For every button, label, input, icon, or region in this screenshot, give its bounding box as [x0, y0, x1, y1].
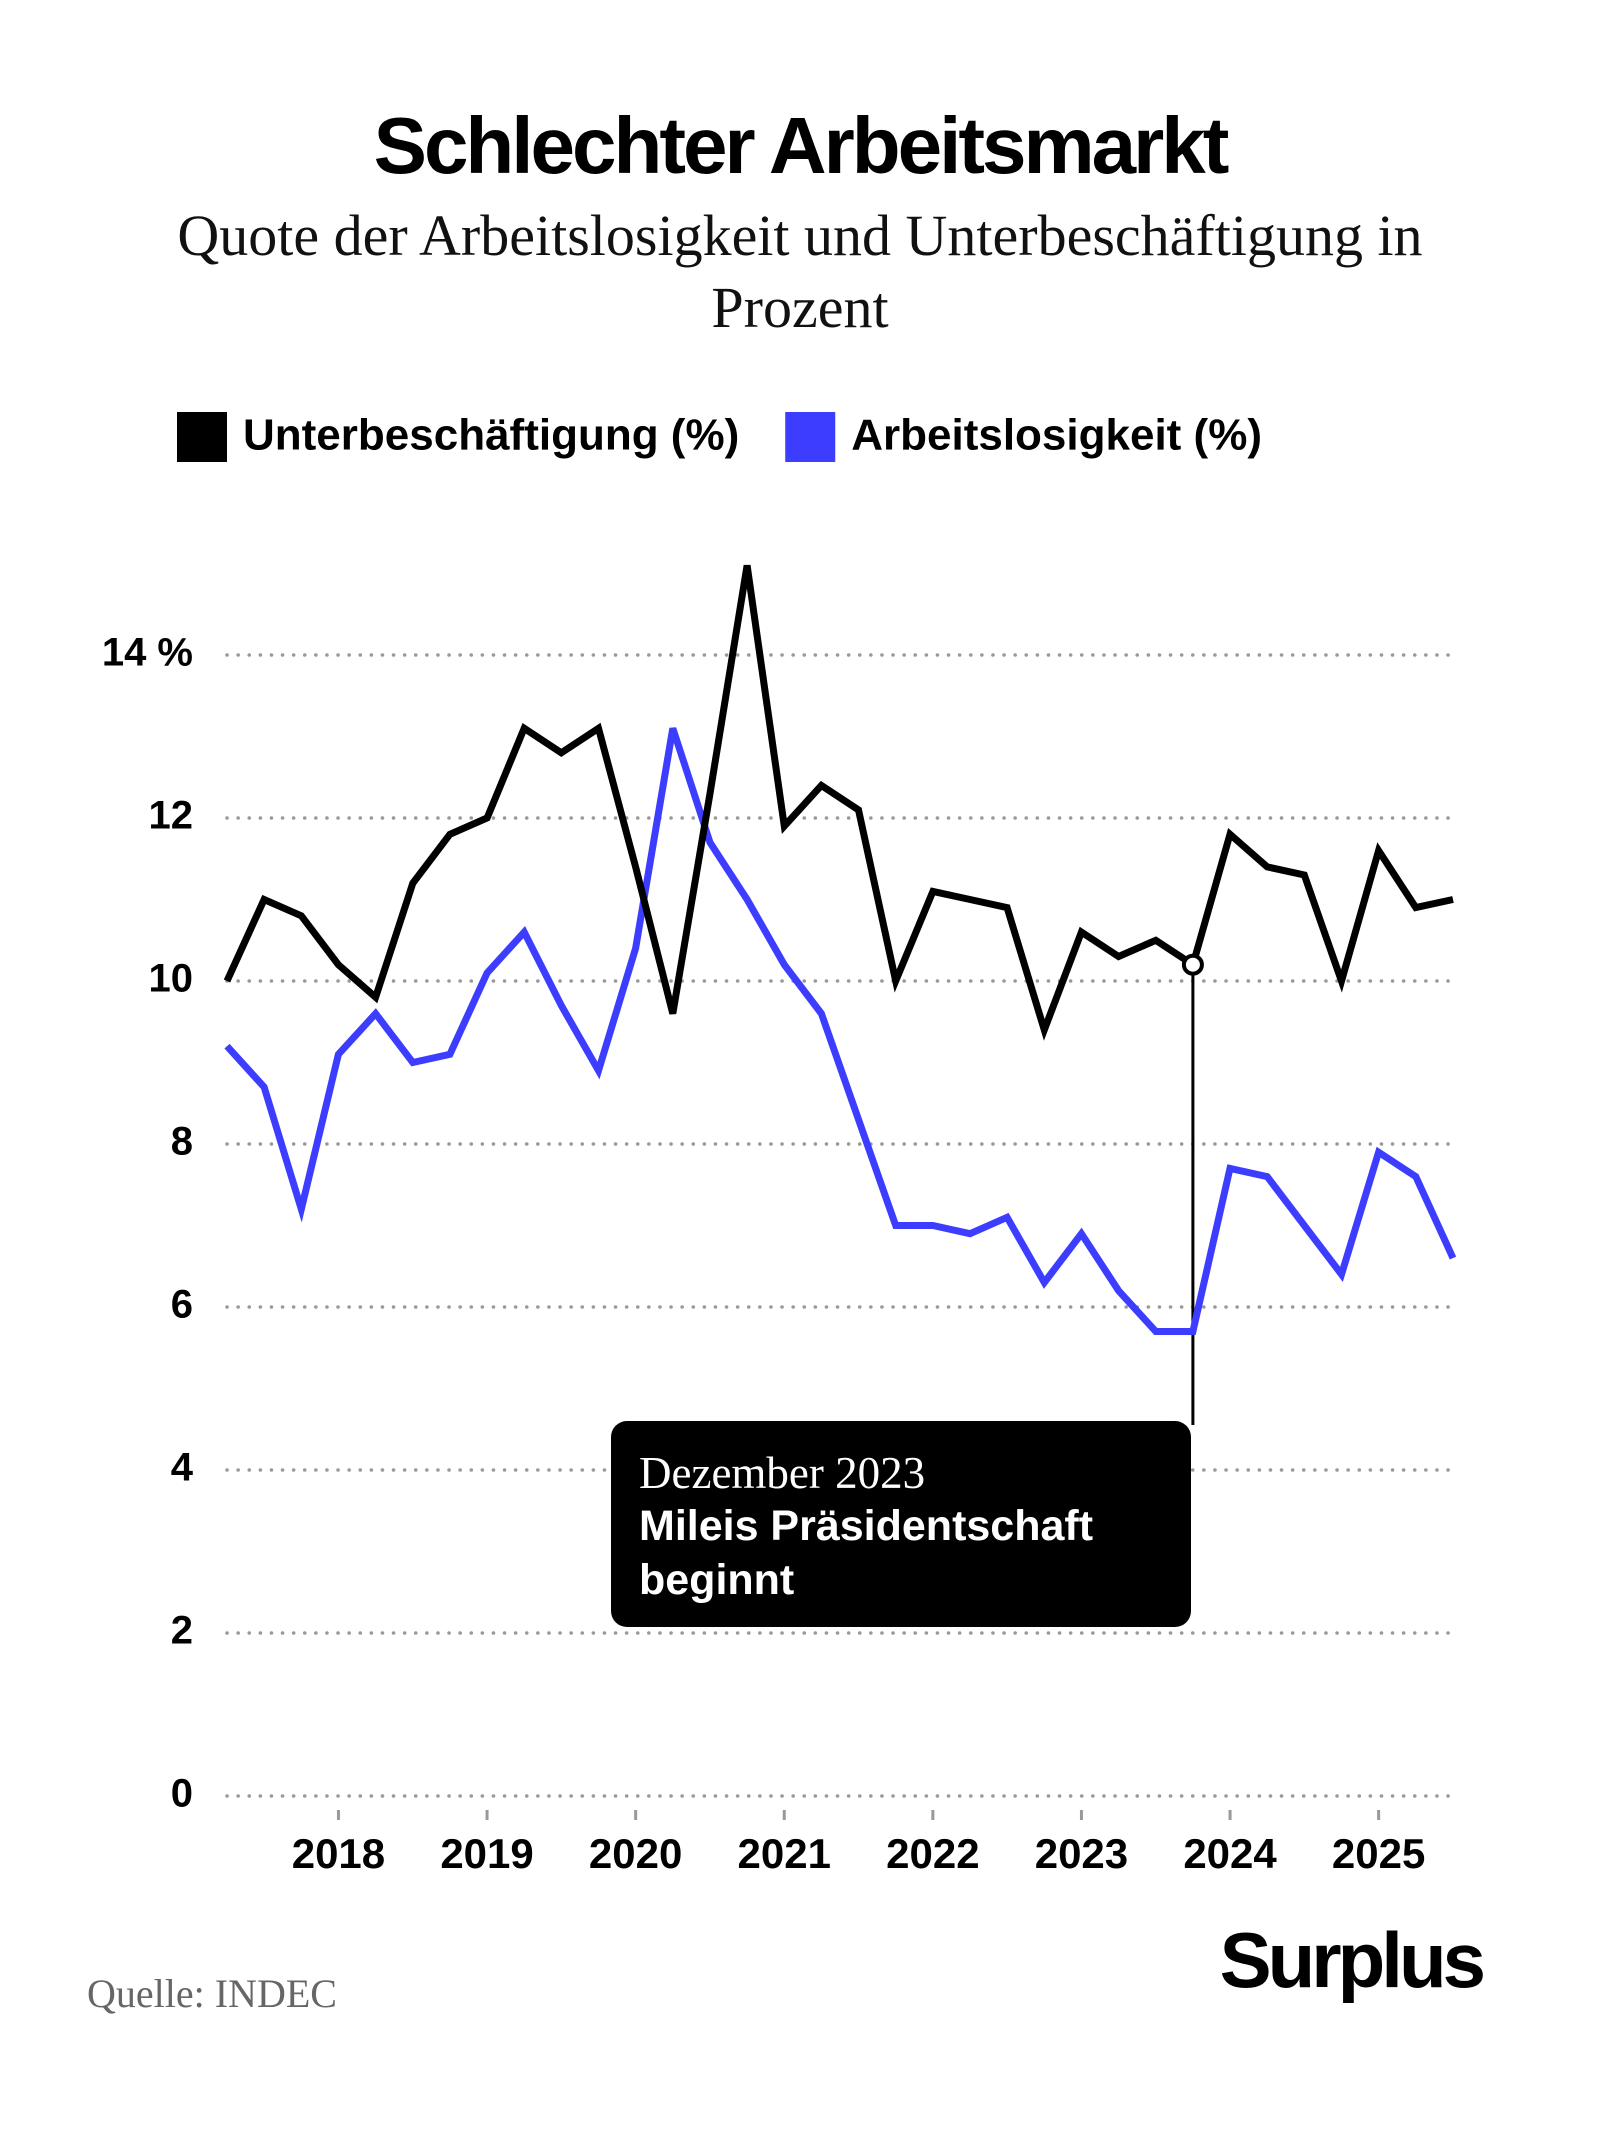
x-tick-label: 2019: [440, 1830, 533, 1877]
legend-label: Arbeitslosigkeit (%): [851, 411, 1262, 460]
x-tick-label: 2024: [1183, 1830, 1277, 1877]
series-line: [223, 564, 1454, 1041]
y-tick-label: 2: [171, 1609, 193, 1653]
y-tick-label: 10: [149, 957, 194, 1001]
series-line: [224, 727, 1457, 1335]
y-tick-label: 4: [171, 1446, 194, 1490]
y-tick-label: 6: [171, 1283, 193, 1327]
x-tick-label: 2020: [589, 1830, 682, 1877]
legend-swatch: [177, 412, 227, 462]
x-tick-label: 2018: [292, 1830, 385, 1877]
annotation-box: Dezember 2023 Mileis Präsidentschaft beg…: [611, 1421, 1191, 1627]
annotation-text: Mileis Präsidentschaft beginnt: [639, 1502, 1094, 1604]
x-tick-label: 2021: [738, 1830, 831, 1877]
annotation-point: [1181, 953, 1204, 976]
y-tick-label: 8: [171, 1120, 193, 1164]
y-tick-label: 14 %: [102, 631, 193, 675]
chart-subtitle: Quote der Arbeitslosigkeit und Unterbesc…: [177, 203, 1423, 340]
annotation-date: Dezember 2023: [639, 1448, 926, 1498]
chart-title: Schlechter Arbeitsmarkt: [373, 101, 1230, 190]
source: Quelle: INDEC: [87, 1971, 337, 2016]
x-tick-label: 2025: [1332, 1830, 1425, 1877]
x-tick-label: 2022: [886, 1830, 979, 1877]
y-tick-label: 0: [171, 1772, 193, 1816]
legend-swatch: [785, 412, 836, 462]
logo: Surplus: [1219, 1916, 1486, 2004]
x-tick-label: 2023: [1035, 1830, 1128, 1877]
legend-label: Unterbeschäftigung (%): [243, 411, 739, 460]
y-tick-label: 12: [149, 794, 194, 838]
